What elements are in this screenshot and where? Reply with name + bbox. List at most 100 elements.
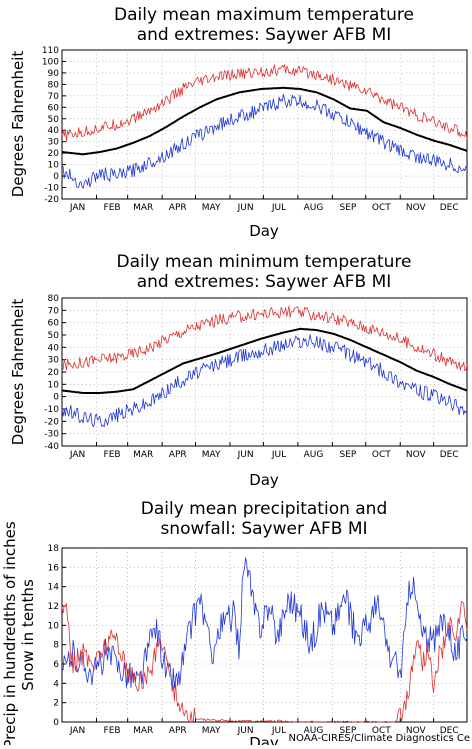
series-mean-line: [61, 327, 468, 394]
chart-3-y-ticks: 0 2 4 6 8 10 12 14 16 18: [48, 544, 66, 728]
series-low-line: [61, 93, 468, 189]
x-tick-label: JUL: [271, 203, 286, 213]
y-tick-label: 6: [53, 660, 59, 670]
y-tick-label: 14: [48, 583, 60, 593]
y-tick-label: 30: [48, 356, 60, 366]
y-tick-label: 100: [42, 57, 59, 67]
y-tick-label: 4: [53, 679, 59, 689]
y-tick-label: 60: [48, 319, 60, 329]
series-low-line: [61, 334, 468, 428]
x-tick-label: AUG: [304, 726, 324, 736]
y-tick-label: 20: [48, 368, 60, 378]
chart-1-series: [61, 64, 468, 189]
x-tick-label: JAN: [69, 203, 85, 213]
y-tick-label: 10: [48, 621, 60, 631]
x-tick-label: JUN: [237, 203, 254, 213]
chart-3-x-ticks: JAN FEB MAR APR MAY JUN JUL AUG SEP OCT NOV DEC: [61, 718, 459, 736]
chart-3-title-line1: Daily mean precipitation and: [141, 499, 388, 519]
x-tick-label: APR: [169, 203, 187, 213]
series-high-line: [61, 305, 468, 372]
chart-2-title-line1: Daily mean minimum temperature: [117, 252, 412, 272]
x-tick-label: MAR: [133, 203, 153, 213]
x-tick-label: SEP: [340, 450, 357, 460]
x-tick-label: JUL: [271, 726, 286, 736]
chart-1-grid: [62, 50, 467, 199]
chart-1-y-label: Degrees Fahrenheit: [9, 51, 27, 198]
y-tick-label: 50: [48, 331, 60, 341]
x-tick-label: MAY: [202, 450, 221, 460]
chart-2-grid: [62, 298, 467, 446]
x-tick-label: MAR: [133, 726, 153, 736]
x-tick-label: JUN: [237, 726, 254, 736]
x-tick-label: DEC: [440, 450, 459, 460]
x-tick-label: MAR: [133, 450, 153, 460]
y-tick-label: 70: [48, 306, 60, 316]
x-tick-label: MAY: [202, 726, 221, 736]
y-tick-label: 40: [48, 343, 60, 353]
y-tick-label: 70: [48, 92, 60, 102]
x-tick-label: SEP: [340, 726, 357, 736]
chart-2-series: [61, 305, 468, 428]
chart-1-title-line1: Daily mean maximum temperature: [114, 5, 414, 25]
series-high-line: [61, 64, 468, 142]
chart-3: Daily mean precipitation and snowfall: S…: [1, 499, 468, 749]
x-tick-label: SEP: [340, 203, 357, 213]
y-tick-label: 110: [42, 46, 59, 56]
x-tick-label: NOV: [406, 203, 427, 213]
chart-1: Daily mean maximum temperature and extre…: [9, 5, 468, 240]
y-tick-label: 0: [53, 172, 59, 182]
chart-3-grid: [62, 548, 467, 722]
x-tick-label: APR: [169, 726, 187, 736]
y-tick-label: 16: [48, 563, 60, 573]
y-tick-label: 0: [53, 718, 59, 728]
y-tick-label: -20: [44, 195, 59, 205]
y-tick-label: 80: [48, 294, 60, 304]
series-precip-line: [61, 557, 468, 692]
x-tick-label: FEB: [104, 450, 121, 460]
chart-1-x-ticks: JAN FEB MAR APR MAY JUN JUL AUG SEP OCT NOV DEC: [61, 195, 459, 213]
x-tick-label: APR: [169, 450, 187, 460]
x-tick-label: OCT: [372, 203, 391, 213]
chart-2-plot-area: [61, 297, 468, 447]
chart-3-series: [61, 557, 468, 723]
x-tick-label: AUG: [304, 450, 324, 460]
x-tick-label: NOV: [406, 726, 427, 736]
chart-1-x-label: Day: [249, 222, 279, 240]
chart-1-title-line2: and extremes: Saywer AFB MI: [137, 25, 392, 45]
y-tick-label: 10: [48, 380, 60, 390]
chart-2-x-label: Day: [249, 471, 279, 489]
chart-2-y-ticks: -40 -30 -20 -10 0 10 20 30 40 50 60 70 80: [44, 294, 66, 452]
x-tick-label: OCT: [372, 726, 391, 736]
y-tick-label: 2: [53, 699, 59, 709]
y-tick-label: 12: [48, 602, 59, 612]
x-tick-label: MAY: [202, 203, 221, 213]
credit-text: NOAA-CIRES/Climate Diagnostics Ce: [289, 733, 470, 744]
x-tick-label: DEC: [440, 726, 459, 736]
y-tick-label: 8: [53, 641, 59, 651]
y-tick-label: 50: [48, 115, 60, 125]
y-tick-label: 40: [48, 126, 60, 136]
chart-3-y-label-line2: Snow in tenths: [19, 579, 37, 691]
chart-2-y-label: Degrees Fahrenheit: [9, 299, 27, 446]
chart-3-y-label-line1: Precip in hundredths of inches: [1, 521, 19, 745]
series-mean-line: [61, 86, 468, 156]
chart-3-x-label-visible: Day: [249, 734, 279, 745]
chart-2-x-ticks: JAN FEB MAR APR MAY JUN JUL AUG SEP OCT NOV DEC: [61, 442, 459, 460]
y-tick-label: -10: [44, 184, 59, 194]
y-tick-label: 80: [48, 80, 60, 90]
x-tick-label: OCT: [372, 450, 391, 460]
y-tick-label: -10: [44, 405, 59, 415]
x-tick-label: JAN: [69, 726, 85, 736]
x-tick-label: NOV: [406, 450, 427, 460]
chart-3-title-line2: snowfall: Saywer AFB MI: [160, 519, 367, 539]
x-tick-label: JAN: [69, 450, 85, 460]
y-tick-label: 20: [48, 149, 60, 159]
y-tick-label: 0: [53, 393, 59, 403]
x-tick-label: FEB: [104, 203, 121, 213]
x-tick-label: FEB: [104, 726, 121, 736]
series-snow-line: [61, 600, 468, 723]
y-tick-label: 30: [48, 138, 60, 148]
